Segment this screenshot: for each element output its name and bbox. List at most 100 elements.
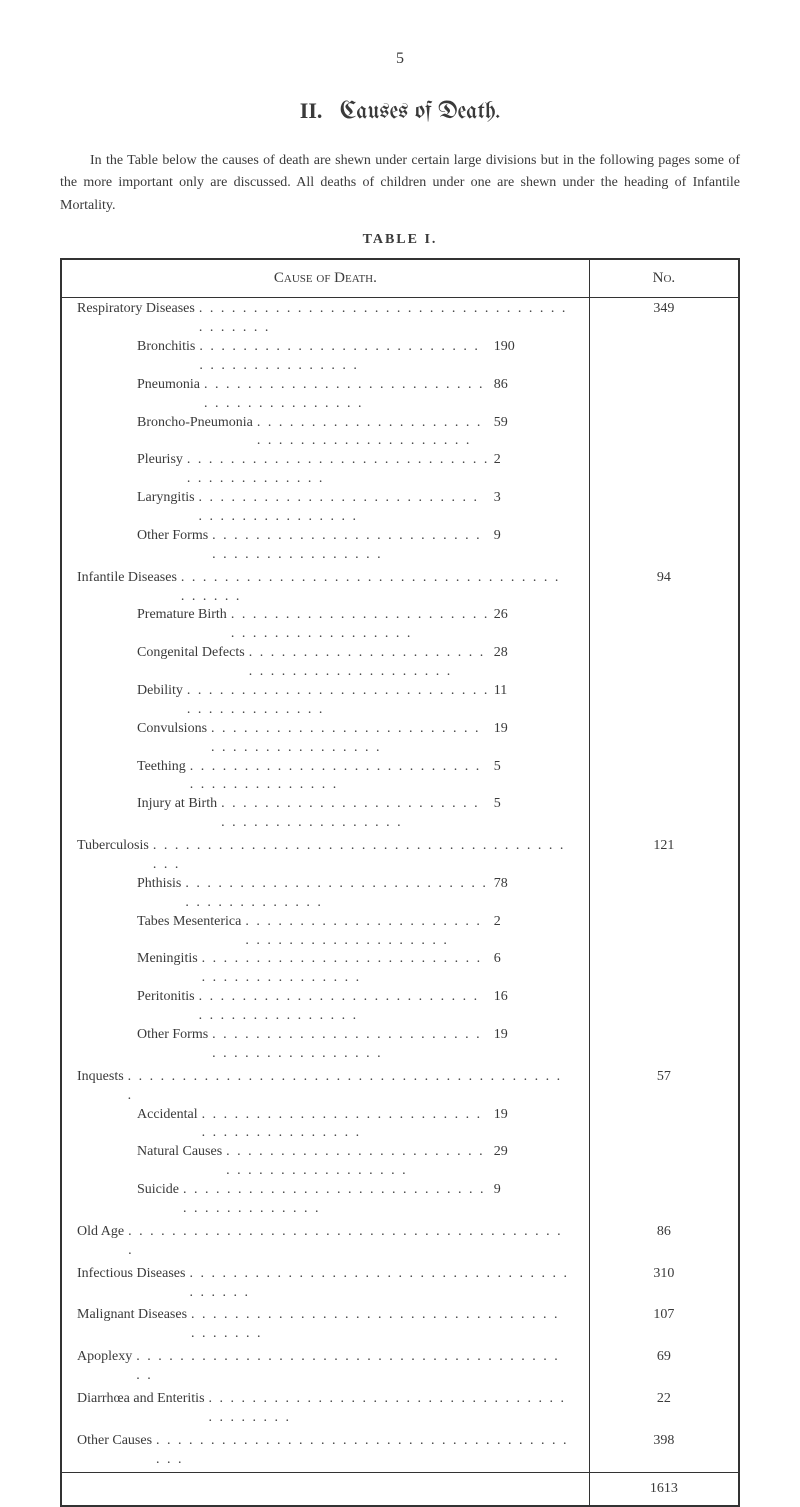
- sub-label: Meningitis: [137, 950, 198, 988]
- leader-dots: . . . . . . . . . . . . . . . . . . . . …: [207, 720, 494, 758]
- table-row: Inquests. . . . . . . . . . . . . . . . …: [62, 1066, 738, 1221]
- sub-value: 86: [494, 376, 574, 414]
- no-cell: 94: [589, 567, 738, 835]
- leader-dots: . . . . . . . . . . . . . . . . . . . . …: [195, 489, 494, 527]
- sub-value: 29: [494, 1143, 574, 1181]
- sub-label: Accidental: [137, 1106, 198, 1144]
- sub-label: Convulsions: [137, 720, 207, 758]
- main-item: Tuberculosis. . . . . . . . . . . . . . …: [77, 837, 574, 875]
- sub-value: 190: [494, 338, 574, 376]
- sub-item: Convulsions. . . . . . . . . . . . . . .…: [77, 720, 574, 758]
- main-label: Malignant Diseases: [77, 1306, 187, 1344]
- sub-value: 19: [494, 1106, 574, 1144]
- sub-item: Teething. . . . . . . . . . . . . . . . …: [77, 758, 574, 796]
- main-item: Infectious Diseases. . . . . . . . . . .…: [77, 1265, 574, 1303]
- main-item: Apoplexy. . . . . . . . . . . . . . . . …: [77, 1348, 574, 1386]
- no-cell: 57: [589, 1066, 738, 1221]
- leader-dots: . . . . . . . . . . . . . . . . . . . . …: [149, 837, 574, 875]
- sub-item: Other Forms. . . . . . . . . . . . . . .…: [77, 527, 574, 565]
- main-item: Respiratory Diseases. . . . . . . . . . …: [77, 300, 574, 338]
- sub-label: Pneumonia: [137, 376, 200, 414]
- table-header-row: Cause of Death. No.: [62, 260, 738, 298]
- title-main: Causes of Death.: [340, 100, 500, 125]
- main-label: Apoplexy: [77, 1348, 132, 1386]
- sub-value: 9: [494, 527, 574, 565]
- sub-item: Injury at Birth. . . . . . . . . . . . .…: [77, 795, 574, 833]
- leader-dots: . . . . . . . . . . . . . . . . . . . . …: [183, 682, 494, 720]
- sub-value: 5: [494, 758, 574, 796]
- table-row: Apoplexy. . . . . . . . . . . . . . . . …: [62, 1346, 738, 1388]
- sub-item: Broncho-Pneumonia. . . . . . . . . . . .…: [77, 414, 574, 452]
- no-cell: 398: [589, 1430, 738, 1472]
- leader-dots: . . . . . . . . . . . . . . . . . . . . …: [222, 1143, 494, 1181]
- main-item: Malignant Diseases. . . . . . . . . . . …: [77, 1306, 574, 1344]
- sub-label: Pleurisy: [137, 451, 183, 489]
- sub-label: Premature Birth: [137, 606, 227, 644]
- total-spacer: [62, 1472, 589, 1505]
- page-number: 5: [60, 50, 740, 68]
- table-row: Tuberculosis. . . . . . . . . . . . . . …: [62, 835, 738, 1066]
- leader-dots: . . . . . . . . . . . . . . . . . . . . …: [208, 1026, 494, 1064]
- no-cell: 86: [589, 1221, 738, 1263]
- sub-value: 2: [494, 451, 574, 489]
- leader-dots: . . . . . . . . . . . . . . . . . . . . …: [217, 795, 494, 833]
- main-label: Diarrhœa and Enteritis: [77, 1390, 205, 1428]
- sub-label: Congenital Defects: [137, 644, 245, 682]
- sub-label: Peritonitis: [137, 988, 195, 1026]
- sub-item: Tabes Mesenterica. . . . . . . . . . . .…: [77, 913, 574, 951]
- sub-item: Peritonitis. . . . . . . . . . . . . . .…: [77, 988, 574, 1026]
- title-roman: II.: [300, 98, 323, 123]
- table-container: Cause of Death. No. Respiratory Diseases…: [60, 258, 740, 1506]
- main-item: Infantile Diseases. . . . . . . . . . . …: [77, 569, 574, 607]
- total-value: 1613: [589, 1472, 738, 1505]
- sub-value: 16: [494, 988, 574, 1026]
- leader-dots: . . . . . . . . . . . . . . . . . . . . …: [186, 758, 494, 796]
- sub-item: Congenital Defects. . . . . . . . . . . …: [77, 644, 574, 682]
- sub-item: Pneumonia. . . . . . . . . . . . . . . .…: [77, 376, 574, 414]
- sub-item: Natural Causes. . . . . . . . . . . . . …: [77, 1143, 574, 1181]
- leader-dots: . . . . . . . . . . . . . . . . . . . . …: [179, 1181, 494, 1219]
- causes-table: Cause of Death. No. Respiratory Diseases…: [62, 260, 738, 1504]
- main-label: Inquests: [77, 1068, 124, 1106]
- leader-dots: . . . . . . . . . . . . . . . . . . . . …: [227, 606, 494, 644]
- leader-dots: . . . . . . . . . . . . . . . . . . . . …: [245, 644, 494, 682]
- table-row: Infectious Diseases. . . . . . . . . . .…: [62, 1263, 738, 1305]
- leader-dots: . . . . . . . . . . . . . . . . . . . . …: [124, 1068, 574, 1106]
- sub-value: 28: [494, 644, 574, 682]
- leader-dots: . . . . . . . . . . . . . . . . . . . . …: [200, 376, 494, 414]
- leader-dots: . . . . . . . . . . . . . . . . . . . . …: [198, 1106, 494, 1144]
- table-row: Malignant Diseases. . . . . . . . . . . …: [62, 1304, 738, 1346]
- sub-item: Accidental. . . . . . . . . . . . . . . …: [77, 1106, 574, 1144]
- leader-dots: . . . . . . . . . . . . . . . . . . . . …: [187, 1306, 574, 1344]
- sub-value: 59: [494, 414, 574, 452]
- sub-item: Other Forms. . . . . . . . . . . . . . .…: [77, 1026, 574, 1064]
- main-label: Respiratory Diseases: [77, 300, 195, 338]
- sub-label: Suicide: [137, 1181, 179, 1219]
- sub-value: 26: [494, 606, 574, 644]
- no-cell: 121: [589, 835, 738, 1066]
- no-cell: 349: [589, 298, 738, 567]
- header-no: No.: [589, 260, 738, 298]
- sub-value: 9: [494, 1181, 574, 1219]
- cause-cell: Old Age. . . . . . . . . . . . . . . . .…: [62, 1221, 589, 1263]
- leader-dots: . . . . . . . . . . . . . . . . . . . . …: [208, 527, 494, 565]
- leader-dots: . . . . . . . . . . . . . . . . . . . . …: [124, 1223, 574, 1261]
- leader-dots: . . . . . . . . . . . . . . . . . . . . …: [198, 950, 494, 988]
- main-item: Old Age. . . . . . . . . . . . . . . . .…: [77, 1223, 574, 1261]
- table-body: Respiratory Diseases. . . . . . . . . . …: [62, 298, 738, 1472]
- leader-dots: . . . . . . . . . . . . . . . . . . . . …: [195, 338, 493, 376]
- leader-dots: . . . . . . . . . . . . . . . . . . . . …: [195, 300, 574, 338]
- sub-label: Phthisis: [137, 875, 181, 913]
- sub-value: 78: [494, 875, 574, 913]
- table-row: Old Age. . . . . . . . . . . . . . . . .…: [62, 1221, 738, 1263]
- cause-cell: Apoplexy. . . . . . . . . . . . . . . . …: [62, 1346, 589, 1388]
- sub-label: Other Forms: [137, 1026, 208, 1064]
- leader-dots: . . . . . . . . . . . . . . . . . . . . …: [241, 913, 493, 951]
- main-item: Other Causes. . . . . . . . . . . . . . …: [77, 1432, 574, 1470]
- main-item: Inquests. . . . . . . . . . . . . . . . …: [77, 1068, 574, 1106]
- sub-item: Pleurisy. . . . . . . . . . . . . . . . …: [77, 451, 574, 489]
- section-title: II. Causes of Death.: [60, 98, 740, 125]
- main-label: Other Causes: [77, 1432, 152, 1470]
- cause-cell: Other Causes. . . . . . . . . . . . . . …: [62, 1430, 589, 1472]
- sub-item: Premature Birth. . . . . . . . . . . . .…: [77, 606, 574, 644]
